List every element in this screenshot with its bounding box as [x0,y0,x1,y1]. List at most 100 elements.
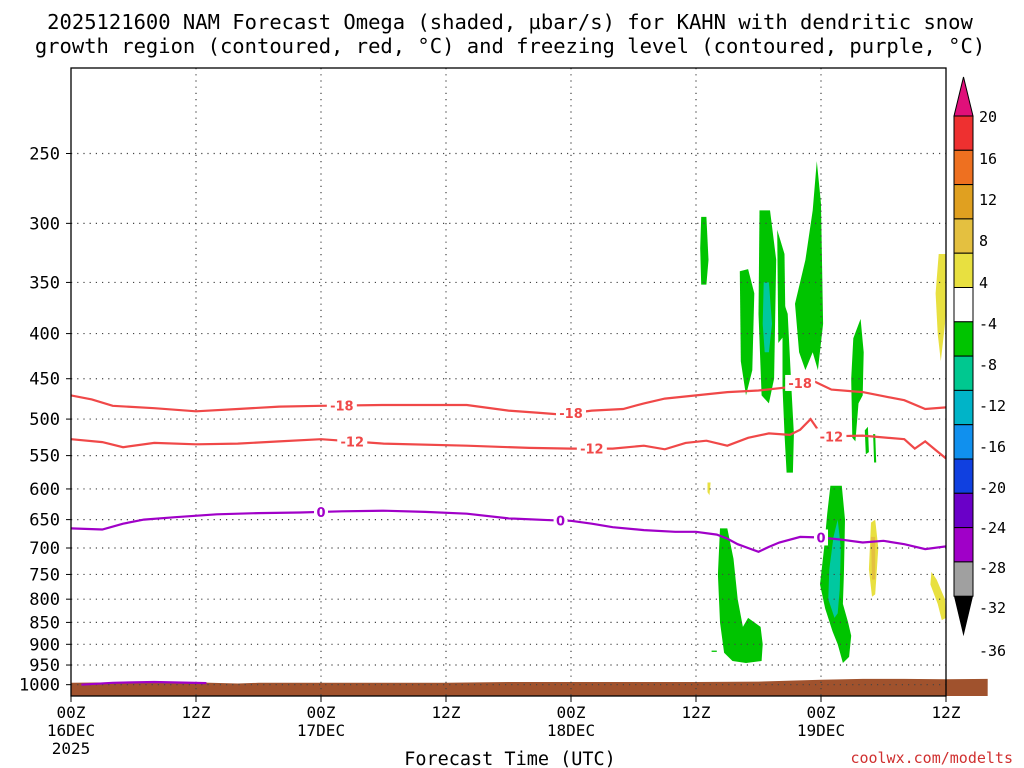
y-tick-label: 650 [29,511,60,531]
x-tick-date-label: 16DEC [47,721,95,740]
omega-region [711,650,717,652]
x-axis-label: Forecast Time (UTC) [404,749,616,768]
colorbar-label: -20 [979,479,1006,497]
colorbar-segment [953,321,974,357]
contour-line-0-surface [81,680,207,686]
y-tick-label: 450 [29,370,60,390]
colorbar-label: -12 [979,397,1006,415]
colorbar-segment [953,492,974,529]
y-tick-label: 800 [29,590,60,610]
x-tick-label: 12Z [432,703,461,722]
colorbar-bottom-arrow [954,596,973,637]
omega-region [871,536,876,580]
chart-title-line-2: growth region (contoured, red, °C) and f… [35,34,985,58]
contour-label: -18 [330,400,354,415]
omega-region [873,434,877,463]
colorbar-segment [953,561,974,597]
contour-label-bg [314,503,328,520]
y-tick-label: 300 [29,214,60,234]
contour-label: -18 [559,407,583,422]
contour-label-bg [576,440,607,457]
colorbar-label: 12 [979,191,997,209]
x-tick-date-label: 19DEC [797,721,845,740]
omega-region [935,254,946,362]
x-tick-label: 00Z [557,703,586,722]
colorbar-label: 4 [979,274,988,292]
contour-line-0 [71,509,946,553]
colorbar-segment [953,149,974,186]
contour-label: -18 [788,377,812,392]
chart-title-line-1: 2025121600 NAM Forecast Omega (shaded, µ… [47,10,973,34]
omega-region [707,482,711,496]
colorbar-label: 20 [979,108,997,126]
colorbar-label: -32 [979,599,1006,617]
y-tick-label: 950 [29,656,60,676]
x-tick-label: 00Z [57,703,86,722]
omega-region [930,571,946,621]
x-tick-label: 12Z [682,703,711,722]
colorbar-segment [953,355,974,391]
colorbar-label: -24 [979,519,1006,537]
contour-label: -12 [820,430,844,445]
x-tick-date-label: 18DEC [547,721,595,740]
y-tick-label: 550 [29,447,60,467]
colorbar-label: 16 [979,150,997,168]
contour-label-bg [337,433,368,450]
colorbar-label: -28 [979,559,1006,577]
y-tick-label: 1000 [19,676,60,696]
omega-region [762,282,772,353]
colorbar-segment [953,115,974,151]
omega-colorbar: 20 16 12 8 4 -4 -8 -12 -16 -20 -24 -28 -32 -36 [953,76,1006,660]
colorbar-top-arrow [953,76,974,117]
contour-label: 0 [816,531,825,546]
contour-label: -12 [341,435,365,450]
contour-label: -12 [580,443,604,458]
y-tick-label: 600 [29,480,60,500]
watermark: coolwx.com/modelts [850,749,1013,767]
x-tick-label: 12Z [932,703,961,722]
colorbar-segment [953,458,974,494]
contour-lines: -18 -18 -18 -12 -12 -12 0 0 0 [71,374,946,686]
colorbar-segment [953,218,974,254]
colorbar-segment [953,527,974,563]
contour-label-bg [814,529,828,546]
omega-region [864,426,869,455]
contour-label-bg [326,397,357,414]
y-tick-label: 350 [29,273,60,293]
omega-shading [700,161,946,663]
contour-line--18 [71,378,946,416]
y-tick-label: 500 [29,410,60,430]
y-tick-label: 900 [29,635,60,655]
contour-line--12 [71,417,946,460]
contour-label-bg [785,374,816,391]
terrain-fill [71,678,988,696]
colorbar-label: 8 [979,232,988,250]
x-tick-label: 00Z [807,703,836,722]
x-tick-label: 12Z [182,703,211,722]
colorbar-segment [953,287,974,323]
colorbar-label: -4 [979,315,997,333]
y-tick-label: 400 [29,325,60,345]
colorbar-label: -16 [979,438,1006,456]
omega-region [717,528,763,663]
x-tick-year-label: 2025 [52,739,91,758]
contour-label: 0 [556,514,565,529]
contour-label-bg [553,512,568,529]
y-axis: 2503003504004505005506006507007508008509… [19,144,71,696]
y-tick-label: 700 [29,539,60,559]
contour-label-bg [816,428,847,445]
contour-label-bg [556,405,586,422]
contour-label: 0 [316,506,325,521]
omega-region [795,161,824,371]
colorbar-label: -8 [979,356,997,374]
colorbar-label: -36 [979,642,1006,660]
omega-region [828,519,841,618]
colorbar-segment [953,424,974,460]
omega-region [777,229,786,343]
plot-frame [70,67,947,697]
colorbar-segment [953,252,974,288]
colorbar-segment [953,389,974,426]
plot-area: -18 -18 -18 -12 -12 -12 0 0 0 250 300 350 400 450 500 5… [19,67,988,758]
